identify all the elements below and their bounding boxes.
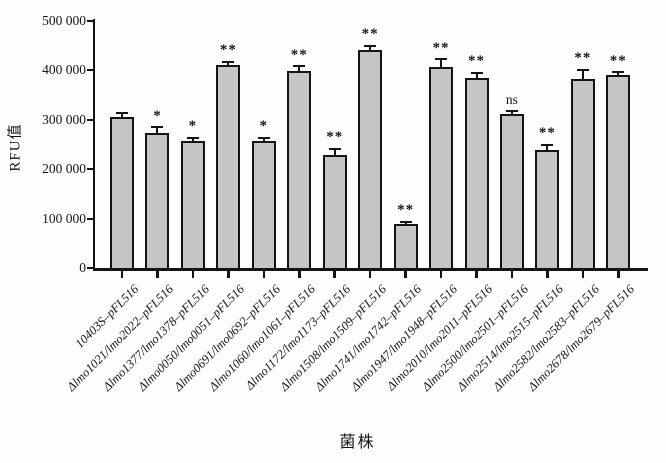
error-bar-cap [328,147,341,150]
significance-label: ** [290,46,308,63]
y-axis-line [92,19,95,271]
bar [429,67,454,269]
x-tick [120,270,124,278]
bar [393,224,418,269]
x-tick [439,270,443,278]
significance-label: ** [432,39,450,56]
error-bar-line [546,145,549,150]
bar [145,133,170,269]
error-bar-line [510,111,513,115]
error-bar-line [475,73,478,78]
x-axis-line [92,268,648,271]
bar [570,78,595,269]
error-bar-cap [257,136,270,139]
bar [499,114,524,269]
x-tick [475,270,478,278]
error-bar-cap [364,44,377,47]
x-tick [510,270,514,278]
error-bar-cap [470,71,483,74]
x-tick [581,270,585,278]
x-tick [368,270,372,278]
bar [180,141,205,269]
significance-label: ** [361,26,379,43]
significance-label: ns [505,91,518,107]
y-tick-label: 200 000 [42,161,86,177]
error-bar-cap [293,65,306,68]
x-tick [156,270,159,278]
significance-label: ** [326,129,344,146]
error-bar-line [440,59,443,68]
bar [110,116,134,269]
error-bar-cap [576,68,589,71]
x-tick [191,270,195,278]
y-tick [87,118,95,121]
x-tick [404,270,407,278]
error-bar-line [121,113,123,117]
error-bar-cap [399,220,412,223]
y-tick-label: 100 000 [42,210,86,226]
bar [251,141,276,269]
bar [535,149,560,269]
y-tick-label: 400 000 [42,62,86,78]
bar [606,74,631,269]
error-bar-cap [116,112,128,115]
bar [358,49,383,269]
y-tick-label: 300 000 [42,111,86,127]
error-bar-line [191,138,194,142]
error-bar-cap [541,143,554,146]
y-tick [87,266,95,270]
bar [287,71,312,269]
y-tick [87,168,95,171]
error-bar-line [298,66,301,72]
error-bar-line [262,138,265,142]
significance-label: ** [609,52,627,69]
significance-label: * [188,118,198,135]
x-axis-title: 菌株 [339,434,376,451]
x-tick [333,270,336,278]
significance-label: * [259,118,269,135]
bar [464,77,489,269]
y-tick-label: 0 [79,260,86,275]
error-bar-cap [186,136,199,139]
x-tick [227,270,230,278]
error-bar-line [404,222,407,225]
significance-label: ** [538,125,556,142]
bar [216,65,241,269]
error-bar-cap [151,126,164,129]
error-bar-cap [435,58,448,61]
significance-label: ** [397,202,415,219]
significance-label: ** [468,53,485,70]
significance-label: ** [219,42,237,59]
error-bar-line [369,46,372,50]
error-bar-line [156,127,159,134]
error-bar-cap [505,110,518,113]
error-bar-cap [612,71,625,74]
y-tick [87,69,95,72]
significance-label: * [153,107,162,124]
y-tick [87,217,95,220]
bar [322,154,347,269]
x-tick [617,270,620,278]
error-bar-line [617,72,620,75]
error-bar-line [581,70,584,79]
x-tick [297,270,301,278]
y-tick-label: 500 000 [42,13,86,28]
error-bar-line [227,62,230,66]
error-bar-line [333,149,336,155]
error-bar-cap [222,60,235,63]
x-tick [546,270,549,278]
significance-label: ** [574,50,592,67]
y-tick [87,19,95,23]
x-tick [262,270,266,278]
